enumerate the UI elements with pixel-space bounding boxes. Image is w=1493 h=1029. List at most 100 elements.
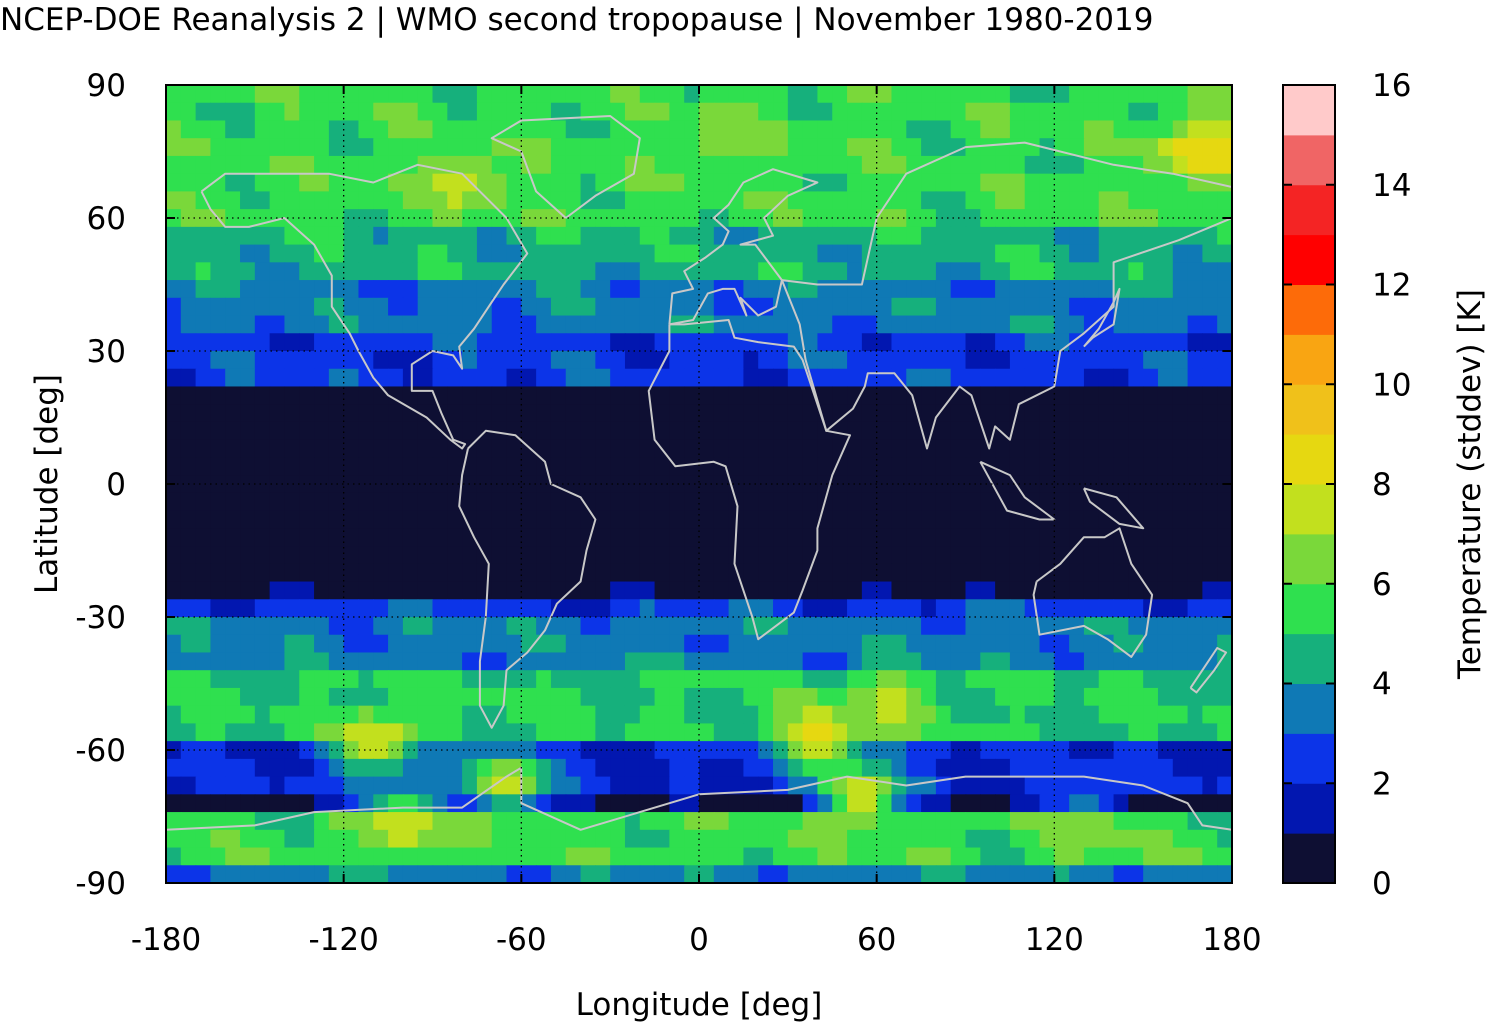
heatmap-cell: [1172, 758, 1189, 778]
heatmap-cell: [536, 794, 552, 813]
heatmap-cell: [1172, 138, 1189, 157]
heatmap-cell: [476, 173, 493, 192]
heatmap-cell: [906, 741, 922, 760]
heatmap-cell: [1113, 865, 1129, 883]
heatmap-cell: [314, 723, 330, 742]
heatmap-cell: [1069, 280, 1085, 299]
heatmap-cell: [995, 102, 1011, 122]
heatmap-cell: [284, 634, 300, 654]
heatmap-cell: [876, 315, 893, 334]
heatmap-cell: [684, 741, 700, 760]
heatmap-cell: [713, 457, 730, 476]
heatmap-cell: [225, 120, 241, 139]
heatmap-cell: [1113, 847, 1129, 866]
heatmap-cell: [447, 191, 463, 210]
heatmap-cell: [195, 421, 212, 441]
heatmap-cell: [1054, 865, 1070, 883]
heatmap-cell: [195, 351, 212, 370]
heatmap-cell: [195, 865, 212, 883]
heatmap-cell: [166, 563, 182, 583]
heatmap-cell: [328, 634, 345, 654]
heatmap-cell: [610, 687, 626, 707]
heatmap-cell: [1157, 191, 1174, 210]
heatmap-cell: [180, 280, 197, 299]
heatmap-cell: [1069, 315, 1085, 334]
heatmap-cell: [847, 297, 863, 317]
heatmap-cell: [447, 297, 463, 317]
heatmap-cell: [1009, 351, 1026, 370]
heatmap-cell: [580, 173, 596, 192]
heatmap-cell: [743, 865, 759, 883]
heatmap-cell: [195, 120, 212, 139]
heatmap-cell: [639, 687, 656, 707]
heatmap-cell: [476, 794, 493, 813]
heatmap-cell: [1113, 563, 1129, 583]
heatmap-cell: [817, 297, 833, 317]
heatmap-cell: [225, 758, 241, 778]
heatmap-cell: [921, 528, 937, 547]
heatmap-cell: [195, 492, 212, 512]
heatmap-cell: [432, 865, 448, 883]
heatmap-cell: [995, 386, 1011, 405]
heatmap-cell: [284, 85, 300, 104]
heatmap-cell: [1143, 368, 1159, 388]
heatmap-cell: [1113, 386, 1129, 405]
heatmap-cell: [728, 421, 745, 441]
heatmap-cell: [921, 865, 937, 883]
heatmap-cell: [180, 794, 197, 813]
heatmap-cell: [876, 634, 893, 654]
heatmap-cell: [713, 421, 730, 441]
heatmap-cell: [225, 510, 241, 529]
heatmap-cell: [373, 280, 389, 299]
heatmap-cell: [269, 758, 286, 778]
heatmap-cell: [580, 794, 596, 813]
heatmap-cell: [240, 85, 256, 104]
heatmap-cell: [210, 333, 226, 352]
colorbar-swatch: [1283, 533, 1335, 585]
heatmap-cell: [180, 758, 197, 778]
heatmap-cell: [684, 262, 700, 281]
heatmap-cell: [402, 120, 419, 139]
heatmap-cell: [388, 546, 404, 565]
heatmap-cell: [654, 404, 670, 423]
heatmap-cell: [965, 847, 981, 866]
heatmap-cell: [580, 85, 596, 104]
y-tick-label: 90: [87, 68, 126, 104]
heatmap-cell: [1202, 776, 1218, 795]
heatmap-cell: [299, 758, 315, 778]
heatmap-cell: [373, 102, 389, 122]
heatmap-cell: [624, 794, 641, 813]
heatmap-cell: [699, 847, 715, 866]
heatmap-cell: [1128, 847, 1144, 866]
heatmap-cell: [773, 723, 789, 742]
heatmap-cell: [713, 510, 730, 529]
heatmap-cell: [817, 173, 833, 192]
heatmap-cell: [417, 581, 434, 600]
heatmap-cell: [388, 333, 404, 352]
heatmap-cell: [299, 280, 315, 299]
heatmap-cell: [906, 528, 922, 547]
heatmap-cell: [758, 191, 774, 210]
heatmap-cell: [980, 865, 996, 883]
heatmap-cell: [743, 475, 759, 494]
heatmap-cell: [284, 723, 300, 742]
heatmap-cell: [225, 155, 241, 175]
heatmap-cell: [284, 865, 300, 883]
heatmap-cell: [284, 333, 300, 352]
heatmap-cell: [240, 546, 256, 565]
heatmap-cell: [743, 368, 759, 388]
heatmap-cell: [713, 404, 730, 423]
heatmap-cell: [1187, 120, 1203, 139]
heatmap-cell: [802, 244, 819, 263]
heatmap-cell: [402, 705, 419, 724]
heatmap-cell: [1054, 315, 1070, 334]
heatmap-cell: [935, 599, 952, 618]
heatmap-cell: [817, 226, 833, 246]
heatmap-cell: [269, 297, 286, 317]
heatmap-cell: [847, 687, 863, 707]
heatmap-cell: [240, 794, 256, 813]
heatmap-cell: [1157, 670, 1174, 689]
heatmap-cell: [1009, 492, 1026, 512]
heatmap-cell: [802, 652, 819, 671]
heatmap-cell: [550, 191, 567, 210]
